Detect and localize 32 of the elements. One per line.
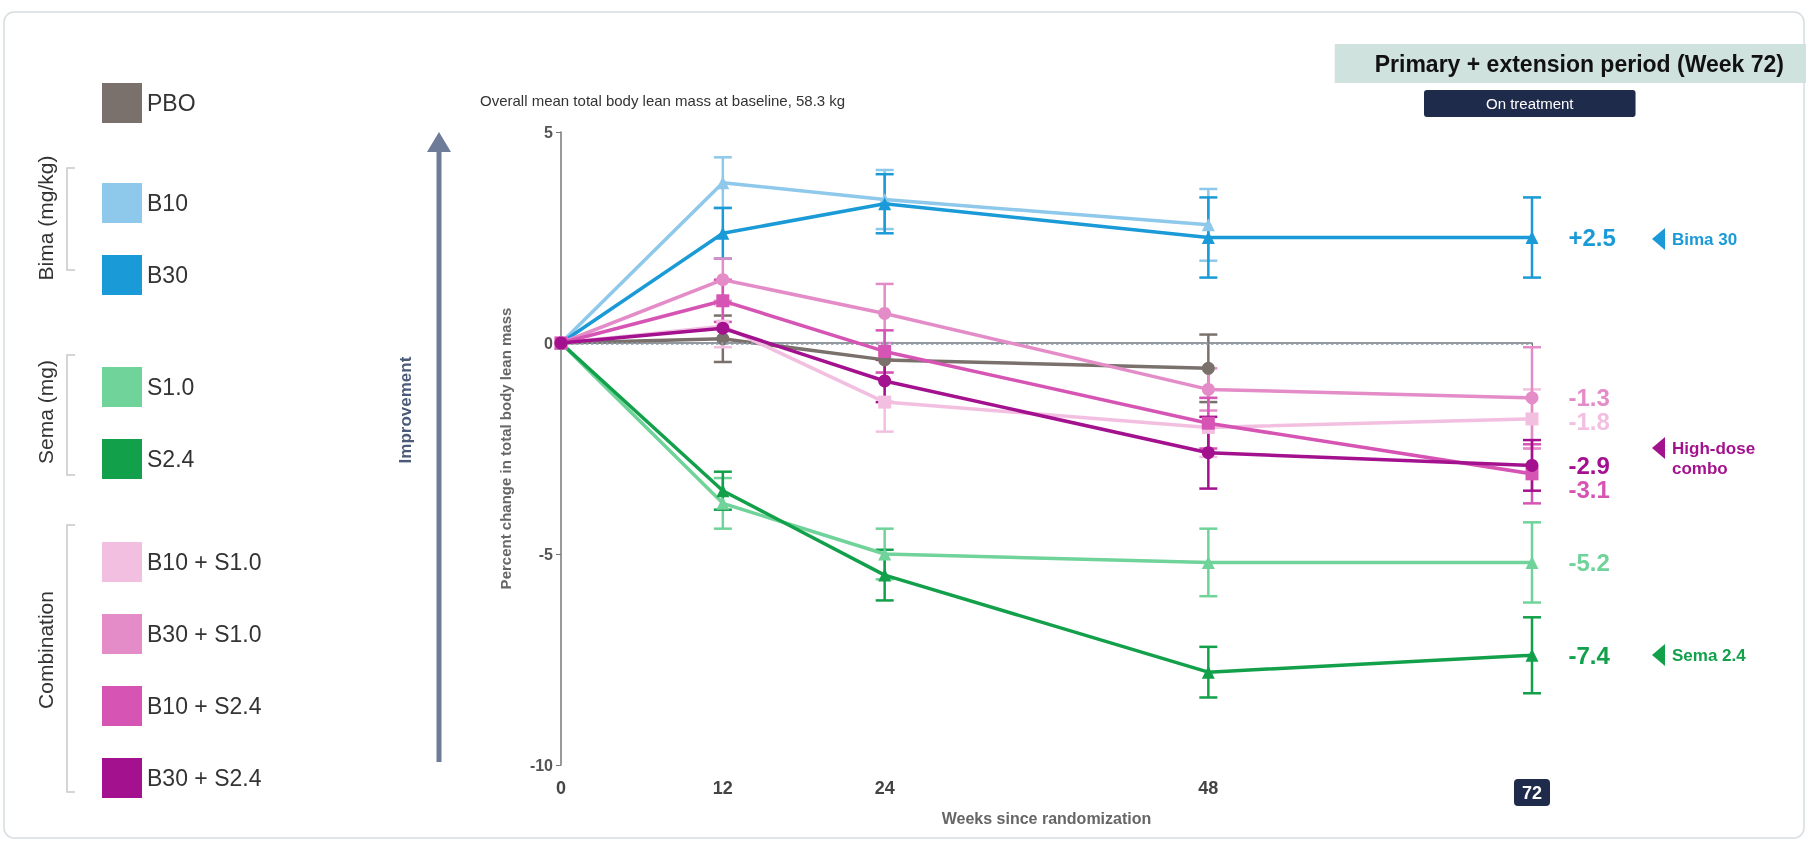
- x-tick-label: 24: [874, 778, 895, 798]
- x-tick-label: 48: [1198, 778, 1219, 798]
- legend-label: B30 + S1.0: [147, 621, 262, 647]
- data-label: -7.4: [1568, 641, 1611, 669]
- text: High-dose combo: [1672, 438, 1760, 478]
- data-label: -5.2: [1568, 548, 1610, 576]
- y-tick-label: 0: [544, 334, 554, 352]
- text: Primary + extension period (Week 72): [1374, 50, 1784, 77]
- text: Sema 2.4: [1672, 645, 1747, 665]
- legend-label: B10 + S1.0: [147, 549, 262, 575]
- text: Improvement: [395, 356, 415, 464]
- text: On treatment: [1486, 95, 1575, 112]
- y-axis-title: Percent change in total body lean mass: [497, 307, 514, 590]
- legend-label: PBO: [147, 90, 196, 116]
- x-tick-label: 72: [1521, 783, 1543, 803]
- y-tick-label: 5: [544, 123, 554, 141]
- legend-label: S1.0: [147, 374, 195, 400]
- legend-label: B30: [147, 262, 188, 288]
- x-tick-label: 12: [712, 778, 733, 798]
- y-tick-label: -5: [538, 545, 554, 563]
- text: Combination: [33, 591, 57, 709]
- legend-label: S2.4: [147, 446, 195, 472]
- text: Bima (mg/kg): [33, 155, 57, 281]
- text: Sema (mg): [33, 360, 57, 464]
- chart-subtitle: Overall mean total body lean mass at baseline, 58.3 kg: [480, 92, 846, 109]
- x-axis-title: Weeks since randomization: [941, 810, 1152, 828]
- legend-label: B30 + S2.4: [147, 765, 262, 791]
- legend-label: B10: [147, 190, 188, 216]
- y-tick-label: -10: [529, 756, 554, 774]
- data-label: +2.5: [1568, 224, 1616, 251]
- text: Bima 30: [1672, 229, 1738, 249]
- legend-label: B10 + S2.4: [147, 693, 262, 719]
